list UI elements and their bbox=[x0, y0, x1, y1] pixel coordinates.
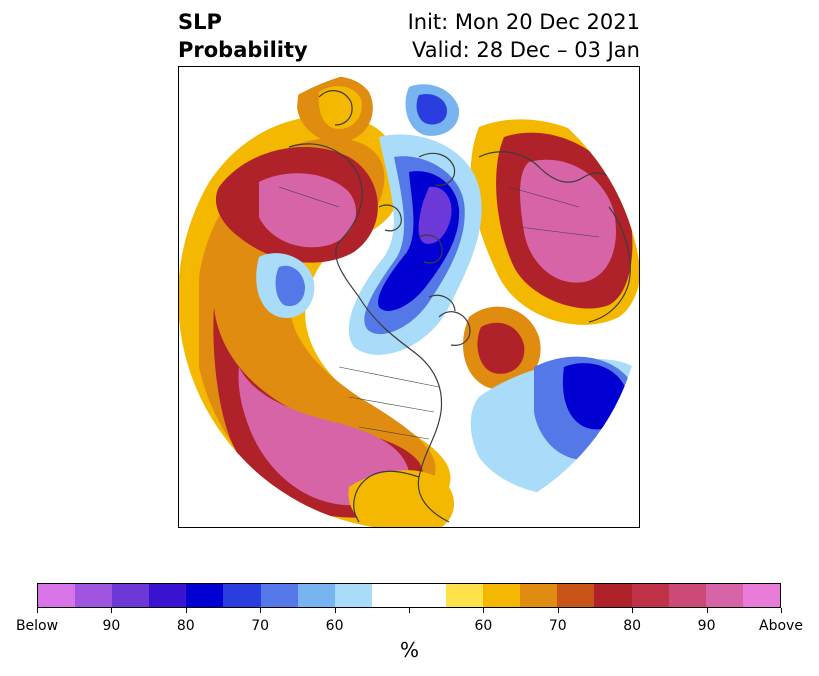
map-subtitle: Init: Mon 20 Dec 2021 Valid: 28 Dec – 03… bbox=[408, 8, 640, 64]
above-core-pacific bbox=[238, 367, 410, 506]
colorbar-tick bbox=[334, 608, 336, 613]
colorbar-tick-label: 60 bbox=[474, 618, 493, 634]
colorbar-swatch bbox=[223, 584, 261, 607]
colorbar-tick-label: Below bbox=[15, 618, 59, 634]
colorbar-swatch bbox=[631, 584, 669, 607]
colorbar-swatch bbox=[75, 584, 113, 607]
colorbar-unit: % bbox=[399, 638, 419, 662]
map-title: SLP Probability bbox=[178, 8, 308, 64]
colorbar-tick-label: 70 bbox=[548, 618, 567, 634]
below-extreme-central bbox=[418, 186, 452, 244]
colorbar-tick-label: 70 bbox=[251, 618, 270, 634]
colorbar-swatch bbox=[38, 584, 76, 607]
colorbar-tick bbox=[37, 608, 38, 613]
colorbar-tick bbox=[409, 608, 410, 613]
colorbar-swatch bbox=[520, 584, 558, 607]
colorbar-swatch bbox=[705, 584, 743, 607]
colorbar-tick-label: 60 bbox=[325, 618, 344, 634]
colorbar-swatch bbox=[557, 584, 595, 607]
colorbar-tick bbox=[111, 608, 113, 613]
colorbar-tick-label: 80 bbox=[623, 618, 642, 634]
below-core-southeast bbox=[562, 363, 628, 430]
above-region-north-inner bbox=[318, 86, 362, 129]
colorbar-tick bbox=[185, 608, 187, 613]
colorbar-tick bbox=[706, 608, 708, 613]
colorbar-swatch bbox=[594, 584, 632, 607]
valid-range: Valid: 28 Dec – 03 Jan bbox=[411, 38, 640, 62]
colorbar-swatch bbox=[408, 584, 447, 607]
below-core-west bbox=[275, 265, 305, 307]
colorbar-ticks: Below 90 80 70 60 60 70 80 90 Above bbox=[16, 608, 803, 634]
colorbar-swatch bbox=[446, 584, 484, 607]
colorbar-tick-label: 90 bbox=[102, 618, 121, 634]
colorbar bbox=[37, 583, 781, 608]
colorbar-tick-label: Above bbox=[759, 618, 803, 634]
polar-map bbox=[178, 66, 640, 528]
colorbar-tick bbox=[483, 608, 485, 613]
init-date: Init: Mon 20 Dec 2021 bbox=[407, 10, 640, 34]
colorbar-tick bbox=[632, 608, 634, 613]
colorbar-swatch bbox=[371, 584, 409, 607]
colorbar-tick-label: 90 bbox=[697, 618, 716, 634]
above-core-east bbox=[520, 159, 616, 283]
below-core-north bbox=[416, 93, 447, 125]
coastlines bbox=[288, 90, 631, 523]
above-region-south bbox=[348, 470, 454, 527]
title-variable: SLP bbox=[178, 10, 222, 34]
probability-map bbox=[179, 67, 639, 527]
colorbar-swatch bbox=[297, 584, 335, 607]
colorbar-swatch bbox=[112, 584, 150, 607]
title-product: Probability bbox=[178, 38, 308, 62]
colorbar-tick-label: 80 bbox=[176, 618, 195, 634]
colorbar-swatch bbox=[668, 584, 706, 607]
colorbar-swatch bbox=[260, 584, 298, 607]
colorbar-swatch bbox=[149, 584, 187, 607]
above-core-atlantic bbox=[477, 322, 525, 374]
colorbar-swatch bbox=[334, 584, 372, 607]
above-core-northwest bbox=[259, 173, 357, 248]
colorbar-tick bbox=[260, 608, 262, 613]
colorbar-tick bbox=[557, 608, 559, 613]
colorbar-tick bbox=[781, 608, 782, 613]
colorbar-swatch bbox=[186, 584, 224, 607]
borders bbox=[278, 186, 600, 440]
colorbar-swatch bbox=[742, 584, 780, 607]
colorbar-swatch bbox=[483, 584, 521, 607]
